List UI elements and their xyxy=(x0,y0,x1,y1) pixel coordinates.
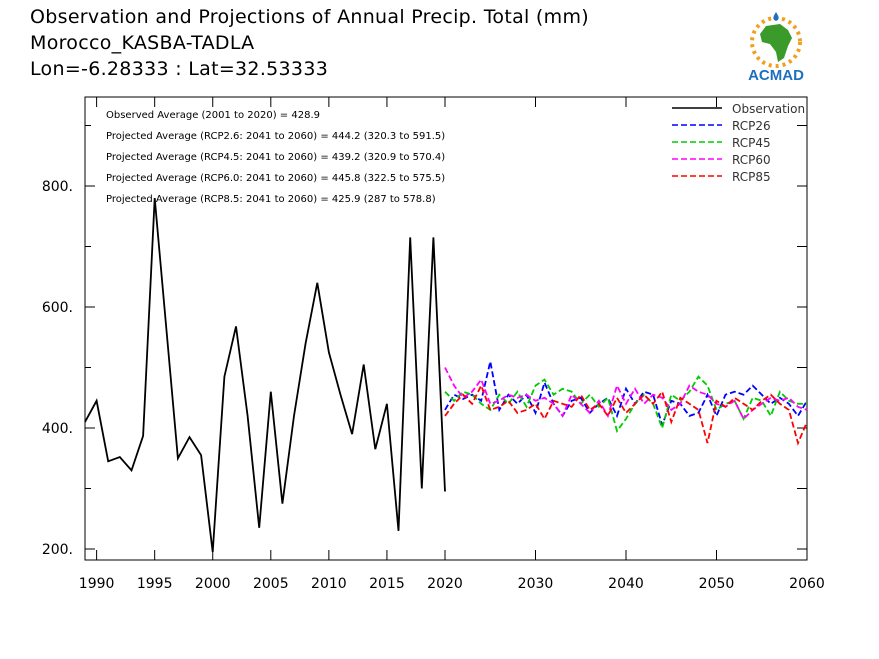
x-tick-label: 2050 xyxy=(699,576,735,592)
x-tick-label: 2005 xyxy=(253,576,289,592)
station-name: Morocco_KASBA-TADLA xyxy=(30,32,255,54)
series-line-rcp45 xyxy=(444,375,807,434)
africa-sun-logo xyxy=(750,12,802,68)
annotation-text: Projected Average (RCP6.0: 2041 to 2060)… xyxy=(106,173,445,184)
chart-title: Observation and Projections of Annual Pr… xyxy=(30,6,589,28)
x-tick-label: 2040 xyxy=(608,576,644,592)
annotation-text: Projected Average (RCP2.6: 2041 to 2060)… xyxy=(106,131,445,142)
legend-label: Observation xyxy=(732,102,805,116)
legend-label: RCP85 xyxy=(732,170,771,184)
y-tick-label: 800. xyxy=(42,179,73,195)
series-line-observation xyxy=(84,198,446,553)
acmad-logo: ACMAD xyxy=(748,12,804,84)
series-line-rcp60 xyxy=(444,367,808,421)
x-tick-label: 2010 xyxy=(311,576,347,592)
annotations: Observed Average (2001 to 2020) = 428.9 P… xyxy=(106,110,445,205)
axis-ticks: 1990 1995 2000 2005 2010 2015 2020 2030 2040 2050… xyxy=(42,97,825,592)
x-tick-label: 2015 xyxy=(369,576,405,592)
x-tick-label: 1995 xyxy=(137,576,173,592)
x-tick-label: 2000 xyxy=(195,576,231,592)
legend: Observation RCP26 RCP45 RCP60 RCP85 xyxy=(672,102,805,184)
acmad-logo-text: ACMAD xyxy=(748,67,804,84)
x-tick-label: 1990 xyxy=(79,576,115,592)
legend-label: RCP45 xyxy=(732,136,771,150)
x-tick-label: 2020 xyxy=(427,576,463,592)
annotation-text: Projected Average (RCP8.5: 2041 to 2060)… xyxy=(106,194,436,205)
x-tick-label: 2030 xyxy=(518,576,554,592)
y-tick-label: 600. xyxy=(42,300,73,316)
legend-label: RCP26 xyxy=(732,119,771,133)
y-tick-label: 200. xyxy=(42,542,73,558)
legend-label: RCP60 xyxy=(732,153,771,167)
series-lines xyxy=(84,198,808,553)
annotation-text: Observed Average (2001 to 2020) = 428.9 xyxy=(106,110,320,121)
plot-frame xyxy=(84,96,808,561)
series-line-rcp26 xyxy=(444,361,808,428)
series-line-rcp85 xyxy=(444,383,808,446)
x-tick-label: 2060 xyxy=(789,576,825,592)
station-coordinates: Lon=-6.28333 : Lat=32.53333 xyxy=(30,58,329,80)
y-tick-label: 400. xyxy=(42,421,73,437)
annotation-text: Projected Average (RCP4.5: 2041 to 2060)… xyxy=(106,152,445,163)
